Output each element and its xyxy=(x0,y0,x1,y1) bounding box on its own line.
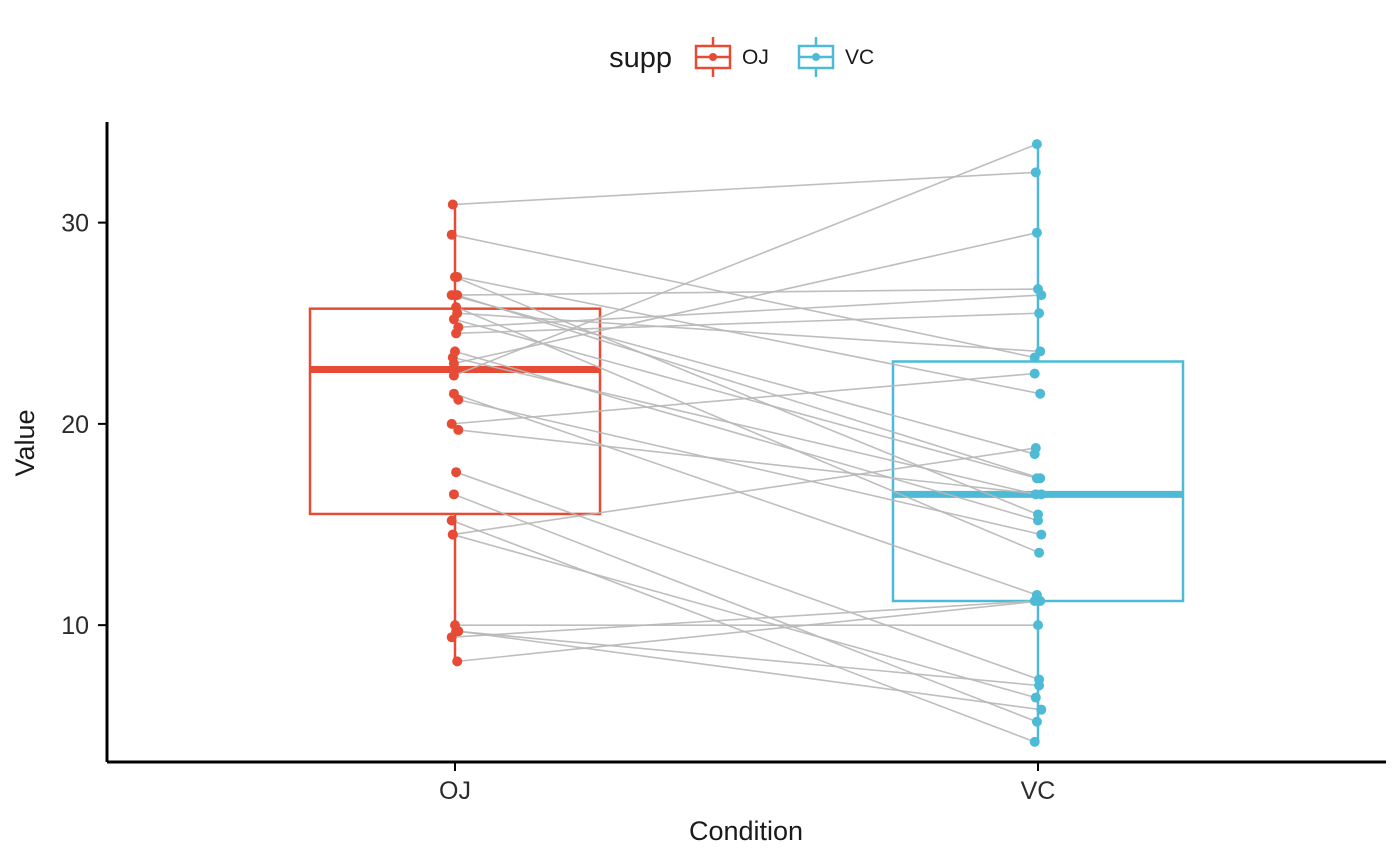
pair-line xyxy=(456,294,1041,479)
data-point xyxy=(447,529,458,540)
data-point xyxy=(448,370,459,381)
legend-label-vc: VC xyxy=(845,46,874,69)
y-tick-label: 30 xyxy=(61,210,89,238)
legend-key-vc: VC xyxy=(797,37,874,77)
pair-line xyxy=(458,429,1042,496)
pair-line xyxy=(452,171,1036,206)
data-point xyxy=(1033,509,1043,520)
data-point xyxy=(453,322,464,333)
box xyxy=(308,307,602,516)
data-point xyxy=(1036,529,1047,540)
pair-line xyxy=(458,294,1042,329)
pair-line xyxy=(456,312,1040,335)
legend-key-oj-point xyxy=(709,53,717,61)
data-point xyxy=(1031,227,1042,238)
data-point xyxy=(1035,388,1046,399)
data-point xyxy=(1030,167,1041,178)
pair-line xyxy=(453,143,1038,377)
data-point xyxy=(1031,473,1042,484)
y-tick-label: 20 xyxy=(61,411,89,439)
pair-line xyxy=(451,233,1035,359)
data-point xyxy=(447,199,458,210)
pair-line xyxy=(457,312,1041,353)
data-point xyxy=(451,626,462,637)
data-point xyxy=(452,308,463,319)
pair-line xyxy=(458,398,1042,536)
pair-line xyxy=(453,231,1038,365)
data-point xyxy=(1033,620,1043,631)
data-point xyxy=(1029,352,1040,363)
data-point xyxy=(448,358,459,369)
pair-line xyxy=(453,392,1038,596)
legend-label-oj: OJ xyxy=(742,46,769,69)
pair-line xyxy=(452,533,1037,699)
data-point xyxy=(1034,547,1045,558)
data-point xyxy=(1030,489,1041,500)
plot-area: 10 20 30 OJ VC xyxy=(61,122,1386,805)
data-point xyxy=(1029,368,1040,379)
data-point xyxy=(1036,704,1047,715)
legend-key-oj: OJ xyxy=(694,37,769,77)
x-tick-label: OJ xyxy=(439,777,471,805)
data-point xyxy=(453,394,464,405)
legend-key-vc-point xyxy=(812,53,820,61)
data-point xyxy=(1029,595,1040,606)
data-point xyxy=(450,346,460,357)
data-point xyxy=(448,489,459,500)
data-point xyxy=(1030,692,1041,703)
data-point xyxy=(446,418,457,429)
pair-line xyxy=(456,630,1040,687)
data-point xyxy=(453,424,464,435)
data-point xyxy=(446,229,457,240)
x-tick-label: VC xyxy=(1021,777,1056,805)
pair-line xyxy=(455,471,1040,681)
pair-line xyxy=(452,356,1036,496)
data-point xyxy=(1034,680,1045,691)
data-point xyxy=(1031,716,1042,727)
data-point xyxy=(446,515,457,526)
legend: supp OJ VC xyxy=(609,37,874,77)
data-point xyxy=(1033,284,1043,295)
pair-line xyxy=(454,288,1039,296)
data-point xyxy=(1034,308,1045,319)
pair-line xyxy=(453,493,1038,723)
y-axis-title: Value xyxy=(10,409,40,476)
legend-title: supp xyxy=(609,42,672,74)
y-tick-label: 10 xyxy=(61,612,89,640)
pair-line xyxy=(457,276,1041,395)
data-point xyxy=(1031,139,1042,150)
pair-line xyxy=(458,630,1042,711)
pair-line xyxy=(454,276,1039,516)
data-point xyxy=(450,290,460,301)
pair-line xyxy=(452,447,1036,536)
x-axis-title: Condition xyxy=(689,816,803,846)
pair-line xyxy=(451,600,1035,639)
pair-line xyxy=(454,350,1039,522)
pair-line xyxy=(457,600,1041,663)
data-point xyxy=(452,271,463,282)
data-point xyxy=(1029,449,1040,460)
data-point xyxy=(452,656,463,667)
data-point xyxy=(451,467,462,478)
data-point xyxy=(1029,736,1040,747)
pair-line xyxy=(453,318,1038,479)
